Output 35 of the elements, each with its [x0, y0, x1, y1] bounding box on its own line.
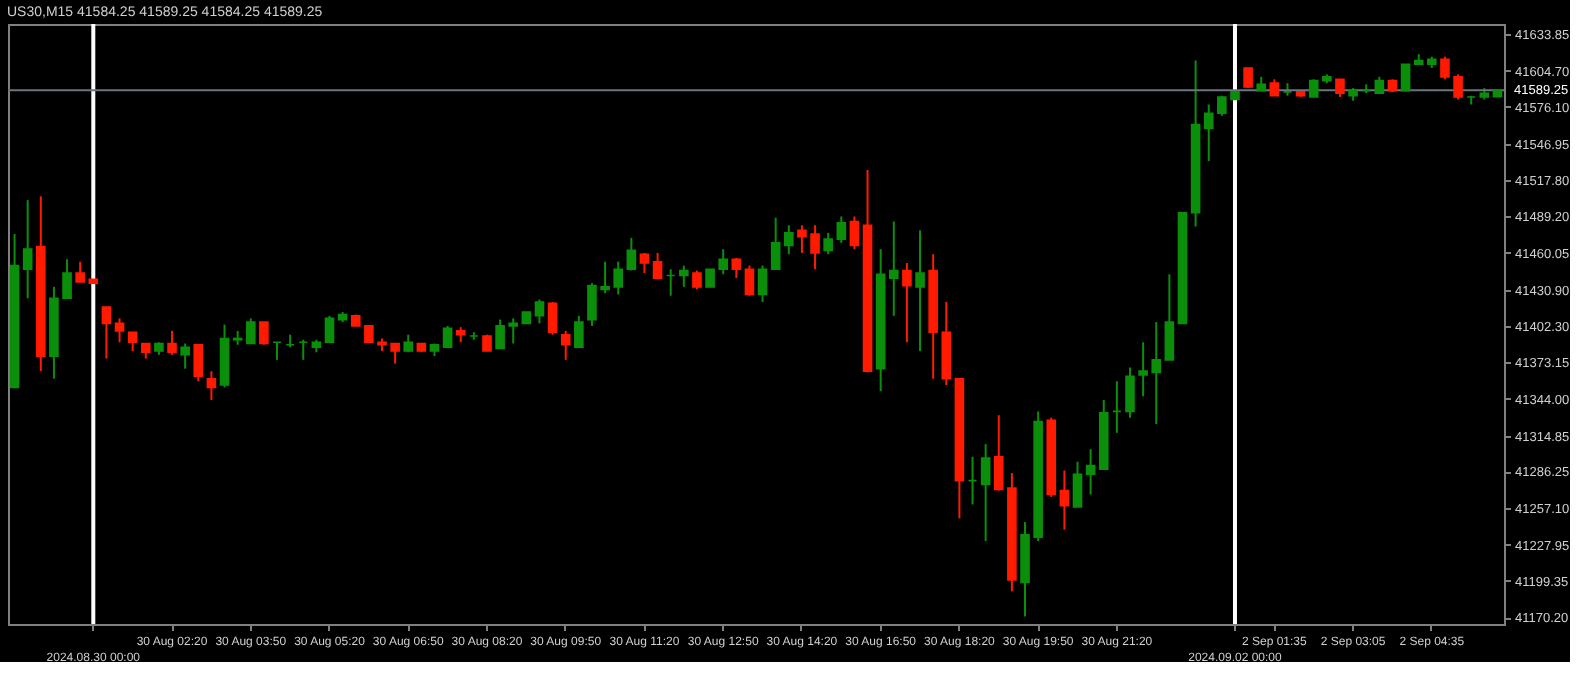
candlestick [849, 215, 860, 251]
candlestick [574, 314, 584, 349]
candlestick [980, 443, 991, 542]
candlestick [22, 199, 33, 300]
candlestick [1164, 273, 1175, 361]
candlestick [560, 329, 571, 361]
candlestick [547, 300, 558, 336]
candlestick [888, 220, 899, 317]
candlestick [692, 269, 702, 291]
candlestick [626, 236, 637, 272]
candlestick [784, 224, 794, 256]
candlestick [442, 324, 453, 349]
candlestick [652, 251, 663, 281]
candlestick [114, 317, 125, 344]
candlestick [206, 370, 217, 402]
candlestick [101, 306, 112, 360]
candlestick [219, 323, 230, 389]
candlestick [167, 329, 177, 356]
candlestick [180, 342, 190, 370]
candlestick [127, 331, 138, 353]
candlestick [534, 298, 545, 325]
candlestick [193, 343, 204, 383]
candlestick [245, 317, 256, 345]
candlestick [1085, 448, 1096, 496]
candlestick [259, 321, 269, 346]
candlestick [757, 264, 768, 303]
candlestick [324, 314, 335, 344]
candlestick [915, 229, 925, 353]
candlestick [770, 216, 781, 271]
candlestick [1059, 469, 1070, 531]
candlestick [1400, 63, 1411, 92]
candlestick [679, 264, 689, 288]
candlestick [902, 261, 912, 344]
candlestick [744, 264, 755, 297]
candlestick [1072, 460, 1083, 509]
